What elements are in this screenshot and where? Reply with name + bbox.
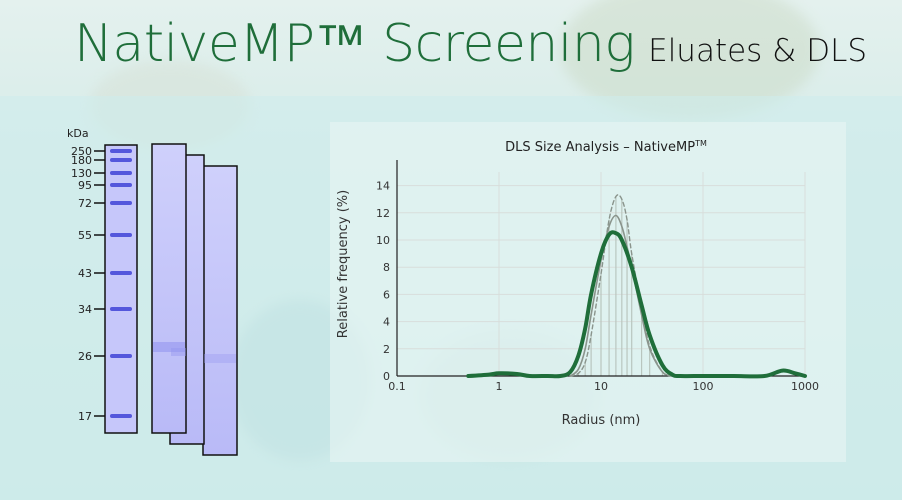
- x-axis-label: Radius (nm): [562, 413, 641, 428]
- gel-marker-band: [110, 201, 132, 205]
- series-line-main: [466, 230, 807, 379]
- x-tick-label: 1: [496, 380, 503, 393]
- gel-marker-label: 95: [78, 179, 92, 192]
- gel-sample-band: [171, 348, 186, 356]
- gel-marker-label: 180: [71, 154, 92, 167]
- chart-title: DLS Size Analysis – NativeMPTM: [505, 139, 707, 155]
- gel-marker-band: [110, 183, 132, 187]
- y-tick-label: 2: [383, 343, 390, 356]
- gel-marker-label: 250: [71, 145, 92, 158]
- gel-sample-band: [153, 342, 185, 352]
- x-tick-label: 10: [594, 380, 608, 393]
- y-tick-label: 4: [383, 316, 390, 329]
- gel-marker-label: 34: [78, 303, 92, 316]
- dls-chart-card: DLS Size Analysis – NativeMPTM 0 2 4 6 8 10 12 1…: [330, 122, 846, 462]
- gel-unit-label: kDa: [67, 127, 89, 140]
- gel-sample-lane-3: [202, 165, 238, 456]
- gel-marker-band: [110, 158, 132, 162]
- gel-marker-band: [110, 233, 132, 237]
- gel-marker-band: [110, 149, 132, 153]
- y-tick-label: 8: [383, 261, 390, 274]
- series-line-dashed: [569, 194, 673, 377]
- gel-marker-label: 43: [78, 267, 92, 280]
- gel-marker-label: 55: [78, 229, 92, 242]
- gel-marker-lane: [104, 144, 138, 434]
- y-tick-label: 0: [383, 370, 390, 383]
- gel-marker-band: [110, 307, 132, 311]
- gel-marker-band: [110, 271, 132, 275]
- gel-marker-label: 17: [78, 410, 92, 423]
- gel-sample-lane-1: [151, 143, 187, 434]
- gel-sample-band: [204, 354, 236, 363]
- y-tick-label: 12: [376, 207, 390, 220]
- y-tick-label: 10: [376, 234, 390, 247]
- gel-marker-label: 72: [78, 197, 92, 210]
- page-title-main: NativeMP™ Screening: [74, 14, 636, 74]
- chart-title-superscript: TM: [694, 139, 707, 148]
- page-title: NativeMP™ Screening Eluates & DLS: [74, 14, 867, 74]
- x-tick-label: 0.1: [388, 380, 406, 393]
- gel-marker-label: 26: [78, 350, 92, 363]
- y-tick-label: 14: [376, 180, 390, 193]
- gel-marker-bands: [110, 149, 132, 418]
- y-axis-label: Relative frequency (%): [336, 190, 351, 338]
- gel-marker-band: [110, 171, 132, 175]
- series-line-gray: [569, 214, 674, 377]
- dls-chart: DLS Size Analysis – NativeMPTM 0 2 4 6 8 10 12 1…: [336, 139, 819, 428]
- gel-marker-band: [110, 354, 132, 358]
- gel-marker-label: 130: [71, 167, 92, 180]
- x-tick-label: 1000: [791, 380, 819, 393]
- page-subtitle: Eluates & DLS: [648, 33, 868, 69]
- x-tick-label: 100: [693, 380, 714, 393]
- gel-marker-band: [110, 414, 132, 418]
- y-tick-label: 6: [383, 288, 390, 301]
